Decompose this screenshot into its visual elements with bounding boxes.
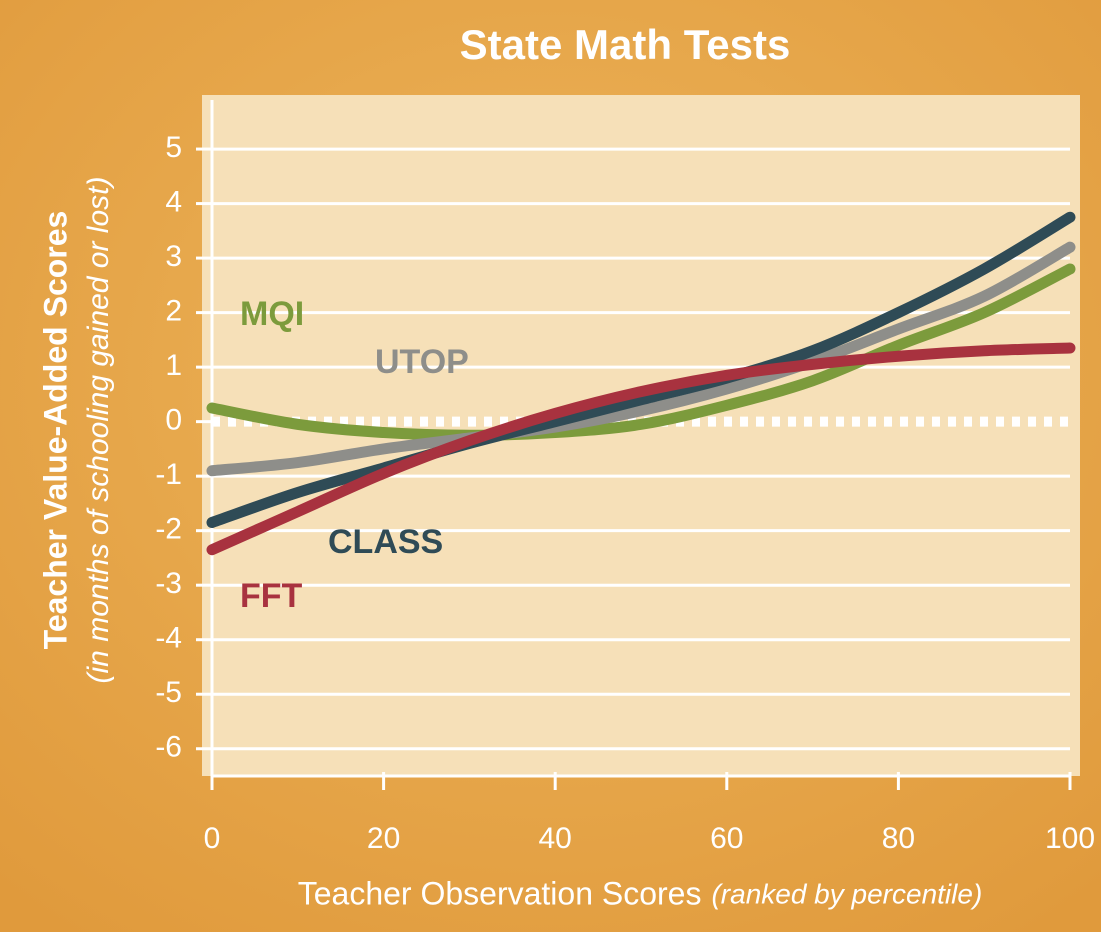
y-tick-label: -4 [155, 622, 182, 655]
y-tick-label: -5 [155, 676, 182, 709]
y-tick-label: 5 [165, 131, 182, 164]
series-label: FFT [240, 577, 303, 615]
y-tick-label: -2 [155, 513, 182, 546]
y-tick-label: -3 [155, 567, 182, 600]
y-tick-label: 4 [165, 186, 182, 219]
series-line [206, 263, 1076, 441]
y-axis-note: (in months of schooling gained or lost) [82, 177, 115, 684]
x-tick-label: 40 [539, 822, 572, 855]
y-tick-label: 1 [165, 349, 182, 382]
x-tick-label: 20 [367, 822, 400, 855]
y-tick-label: -6 [155, 731, 182, 764]
series-label: MQI [240, 295, 304, 333]
y-axis-label: Teacher Value-Added Scores [37, 211, 73, 650]
series-label: UTOP [375, 343, 469, 381]
series-label: CLASS [328, 523, 443, 561]
series-line [206, 342, 1076, 556]
y-tick-label: 2 [165, 295, 182, 328]
plot-area [202, 95, 1080, 776]
y-tick-label: 0 [165, 404, 182, 437]
series-line [206, 241, 1076, 477]
x-tick-label: 0 [204, 822, 221, 855]
x-tick-label: 100 [1045, 822, 1095, 855]
x-tick-label: 80 [882, 822, 915, 855]
y-tick-label: -1 [155, 458, 182, 491]
y-tick-label: 3 [165, 240, 182, 273]
x-axis-label: Teacher Observation Scores [298, 875, 702, 911]
chart-title: State Math Tests [460, 21, 791, 68]
x-tick-label: 60 [710, 822, 743, 855]
series-line [206, 211, 1076, 528]
x-axis-note: (ranked by percentile) [711, 878, 982, 909]
